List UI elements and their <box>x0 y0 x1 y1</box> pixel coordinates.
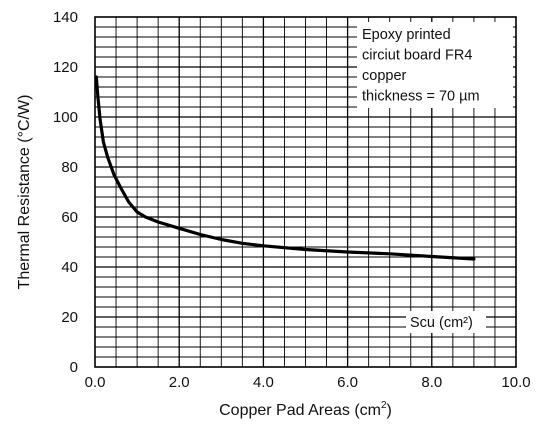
annotation-line-4: thickness = 70 µm <box>362 89 480 105</box>
y-tick-label: 40 <box>61 259 78 276</box>
plot-frame <box>94 16 517 368</box>
y-tick-label: 100 <box>53 109 78 126</box>
y-tick-label: 0 <box>70 359 78 376</box>
annotation-line-2: circiut board FR4 <box>362 48 472 64</box>
annotation: Epoxy printed circiut board FR4 copper t… <box>357 22 513 108</box>
inline-label-text: Scu (cm²) <box>410 315 473 331</box>
x-tick-label: 8.0 <box>421 374 442 391</box>
series-line <box>94 75 476 261</box>
x-tick-label: 6.0 <box>337 374 358 391</box>
y-tick-label: 120 <box>53 59 78 76</box>
x-tick-label: 2.0 <box>169 374 190 391</box>
x-tick-label: 10.0 <box>501 374 530 391</box>
x-axis-title: Copper Pad Areas (cm2) <box>219 400 392 419</box>
x-tick-label: 4.0 <box>253 374 274 391</box>
annotation-background <box>357 22 513 108</box>
y-tick-label: 20 <box>61 309 78 326</box>
y-tick-label: 60 <box>61 209 78 226</box>
y-tick-label: 80 <box>61 159 78 176</box>
x-tick-label: 0.0 <box>85 374 106 391</box>
annotation-line-3: copper <box>362 68 407 84</box>
y-tick-label: 140 <box>53 9 78 26</box>
y-axis-title: Thermal Resistance (°C/W) <box>16 95 33 290</box>
inline-label: Scu (cm²) <box>406 311 486 333</box>
tick-labels: 0.0 2.0 4.0 6.0 8.0 10.0 0 20 40 60 80 100 120 140 <box>53 9 531 391</box>
inline-label-background <box>406 311 486 333</box>
annotation-line-1: Epoxy printed <box>362 27 451 43</box>
